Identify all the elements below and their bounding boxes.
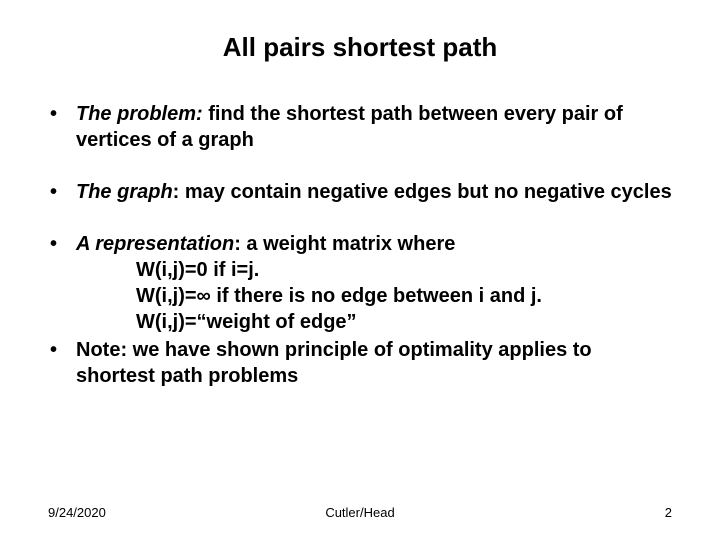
bullet-note: • Note: we have shown principle of optim… [48,337,672,389]
bullet-text: The graph: may contain negative edges bu… [76,179,672,205]
bullet-graph: • The graph: may contain negative edges … [48,179,672,205]
bullet-problem: • The problem: find the shortest path be… [48,101,672,153]
emphasis: The graph [76,181,173,203]
bullet-text: A representation: a weight matrix where … [76,231,672,335]
slide-title: All pairs shortest path [48,32,672,63]
text: : may contain negative edges but no nega… [173,181,672,203]
text: : a weight matrix where [234,233,455,255]
subline-3: W(i,j)=“weight of edge” [76,309,672,335]
bullet-text: The problem: find the shortest path betw… [76,101,672,153]
subline-2: W(i,j)=∞ if there is no edge between i a… [76,283,672,309]
subline-1: W(i,j)=0 if i=j. [76,257,672,283]
emphasis: A representation [76,233,234,255]
slide-footer: 9/24/2020 Cutler/Head 2 [0,505,720,520]
bullet-mark: • [48,231,76,335]
bullet-mark: • [48,179,76,205]
footer-author: Cutler/Head [0,505,720,520]
slide-body: • The problem: find the shortest path be… [48,101,672,389]
bullet-mark: • [48,101,76,153]
bullet-representation: • A representation: a weight matrix wher… [48,231,672,335]
emphasis: The problem: [76,103,203,125]
bullet-text: Note: we have shown principle of optimal… [76,337,672,389]
bullet-mark: • [48,337,76,389]
